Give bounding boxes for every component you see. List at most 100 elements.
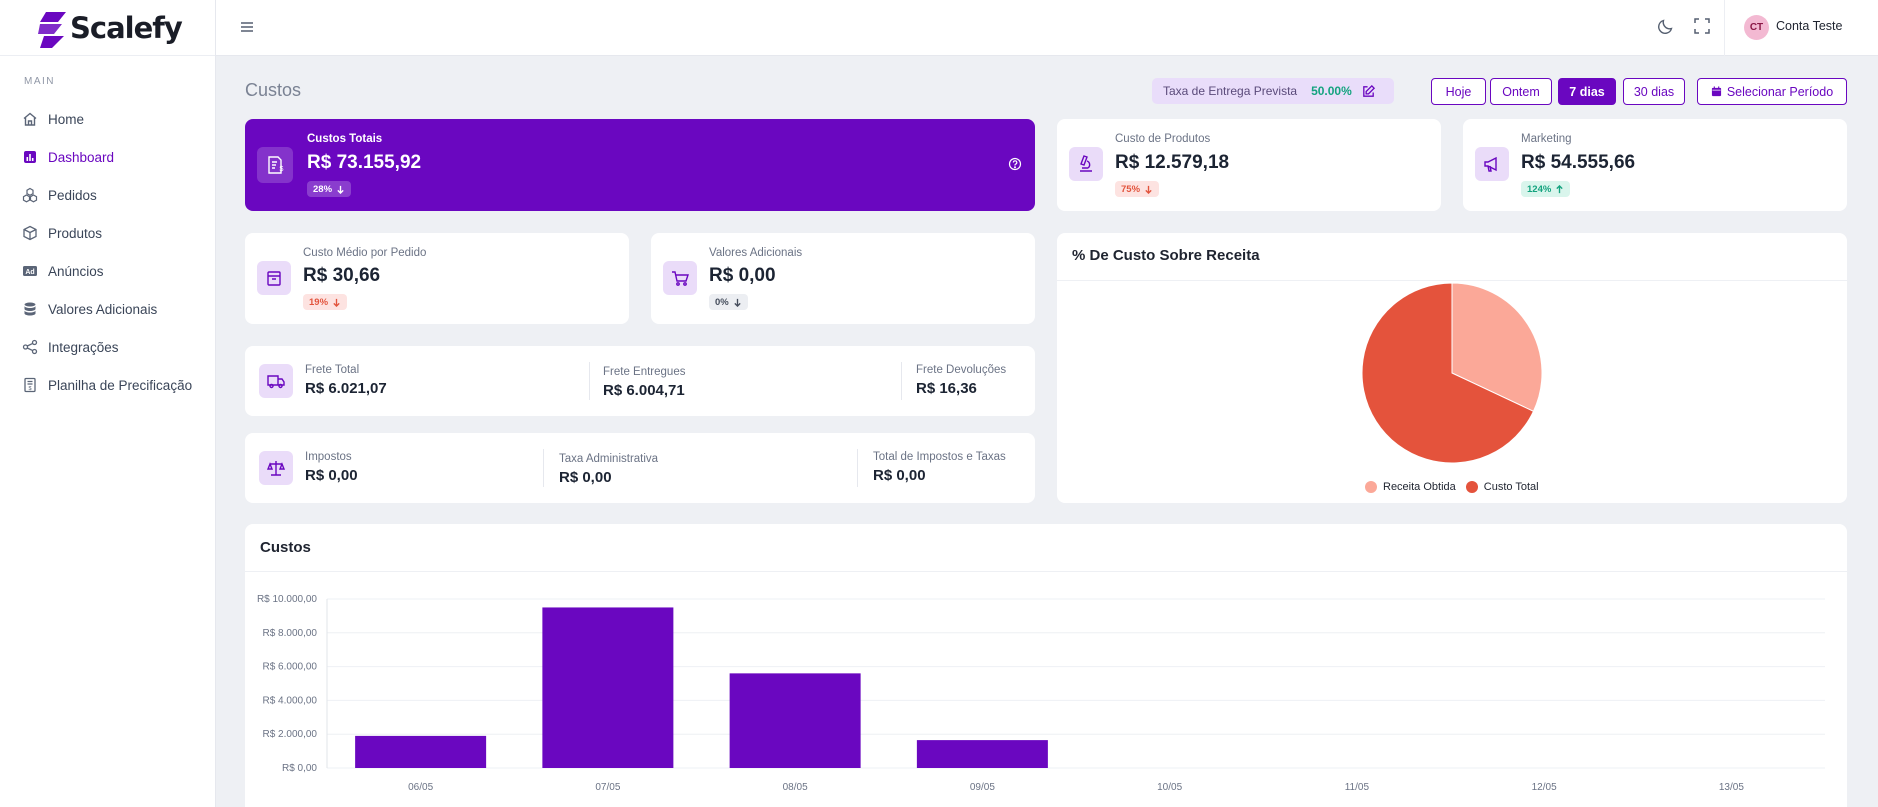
period-button-ontem[interactable]: Ontem xyxy=(1490,78,1552,105)
bar-chart: R$ 0,00 R$ 2.000,00 R$ 4.000,00 R$ 6.000,00… xyxy=(257,594,1825,793)
divider xyxy=(857,449,858,487)
ad-icon: Ad xyxy=(22,263,38,279)
period-button-label: Selecionar Período xyxy=(1726,84,1834,99)
sidebar-item-home[interactable]: Home xyxy=(0,100,215,138)
dark-mode-moon-icon[interactable] xyxy=(1656,16,1676,36)
edit-icon[interactable] xyxy=(1361,84,1376,99)
change-value: 124% xyxy=(1527,183,1552,195)
legend-dot-custo xyxy=(1465,481,1478,493)
pie-chart xyxy=(1361,282,1543,464)
card-label: Custo de Produtos xyxy=(1115,133,1211,145)
bar-07/05[interactable] xyxy=(542,607,674,768)
arrow-down-icon xyxy=(333,298,340,307)
sidebar-item-produtos[interactable]: Produtos xyxy=(0,214,215,252)
divider xyxy=(901,362,902,400)
card-value: R$ 73.155,92 xyxy=(307,152,422,173)
y-tick-label: R$ 2.000,00 xyxy=(263,729,318,740)
x-tick-label: 10/05 xyxy=(1157,782,1182,793)
card-value: R$ 54.555,66 xyxy=(1521,152,1636,173)
help-circle-icon[interactable] xyxy=(1008,157,1022,171)
card-valores-adicionais: Valores Adicionais R$ 0,00 0% xyxy=(651,233,1035,324)
nav-section-label: MAIN xyxy=(24,76,55,87)
card-value: R$ 12.579,18 xyxy=(1115,152,1230,173)
bar-06/05[interactable] xyxy=(355,735,487,768)
x-tick-label: 13/05 xyxy=(1719,782,1744,793)
impostos-value: R$ 0,00 xyxy=(305,467,358,484)
sidebar-item-valores-adicionais[interactable]: Valores Adicionais xyxy=(0,290,215,328)
y-tick-label: R$ 8.000,00 xyxy=(263,628,318,639)
taxa-administrativa-label: Taxa Administrativa xyxy=(559,453,659,465)
change-badge: 75% xyxy=(1115,181,1160,197)
card-custos-totais: $ Custos Totais R$ 73.155,92 28% xyxy=(245,119,1035,211)
invoice-icon: $ xyxy=(257,147,293,183)
logo[interactable]: Scalefy xyxy=(0,0,215,56)
change-value: 75% xyxy=(1121,183,1141,195)
sidebar-item-pedidos[interactable]: Pedidos xyxy=(0,176,215,214)
y-tick-label: R$ 0,00 xyxy=(282,763,317,774)
total-impostos-value: R$ 0,00 xyxy=(873,467,926,484)
sidebar-item-dashboard[interactable]: Dashboard xyxy=(0,138,215,176)
legend-label-custo: Custo Total xyxy=(1483,481,1539,493)
sidebar-item-planilha[interactable]: $ Planilha de Precificação xyxy=(0,366,215,404)
card-value: R$ 0,00 xyxy=(709,265,776,286)
microscope-icon xyxy=(1069,147,1103,181)
spreadsheet-icon: $ xyxy=(22,377,38,393)
frete-entregues-label: Frete Entregues xyxy=(603,366,686,378)
page-title: Custos xyxy=(245,80,302,100)
sidebar-item-anuncios[interactable]: Ad Anúncios xyxy=(0,252,215,290)
x-tick-label: 08/05 xyxy=(783,782,808,793)
x-tick-label: 12/05 xyxy=(1532,782,1557,793)
period-button-7-dias[interactable]: 7 dias xyxy=(1558,78,1616,105)
cart-icon xyxy=(663,261,697,295)
period-button-selecionar[interactable]: Selecionar Período xyxy=(1697,78,1847,105)
sidebar-item-label: Dashboard xyxy=(48,149,115,165)
divider xyxy=(245,571,1847,572)
pie-chart-title: % De Custo Sobre Receita xyxy=(1072,247,1260,264)
scalefy-logo-icon xyxy=(38,11,66,48)
period-button-hoje[interactable]: Hoje xyxy=(1431,78,1486,105)
x-tick-label: 07/05 xyxy=(595,782,620,793)
card-label: Marketing xyxy=(1521,133,1572,145)
card-marketing: Marketing R$ 54.555,66 124% xyxy=(1463,119,1847,211)
avatar[interactable]: CT xyxy=(1744,15,1769,40)
period-button-30-dias[interactable]: 30 dias xyxy=(1623,78,1685,105)
card-custo-medio: Custo Médio por Pedido R$ 30,66 19% xyxy=(245,233,629,324)
home-icon xyxy=(22,111,38,127)
sidebar-item-integracoes[interactable]: Integrações xyxy=(0,328,215,366)
change-value: 28% xyxy=(313,183,333,195)
user-name[interactable]: Conta Teste xyxy=(1776,19,1843,33)
bar-08/05[interactable] xyxy=(729,673,861,768)
pie-legend: Receita Obtida Custo Total xyxy=(1365,481,1539,493)
y-tick-label: R$ 6.000,00 xyxy=(263,662,318,673)
brand-name: Scalefy xyxy=(70,10,183,45)
sidebar-item-label: Anúncios xyxy=(48,263,104,279)
divider xyxy=(1057,280,1847,281)
sidebar-item-label: Integrações xyxy=(48,339,119,355)
svg-text:Ad: Ad xyxy=(25,269,34,276)
sidebar-item-label: Pedidos xyxy=(48,187,97,203)
bar-09/05[interactable] xyxy=(916,740,1048,768)
card-label: Custos Totais xyxy=(307,133,383,145)
delivery-rate-value: 50.00% xyxy=(1311,84,1352,98)
topbar: CT Conta Teste xyxy=(216,0,1878,56)
hamburger-menu-icon[interactable] xyxy=(238,18,256,36)
x-tick-label: 09/05 xyxy=(970,782,995,793)
x-tick-label: 06/05 xyxy=(408,782,433,793)
y-tick-label: R$ 10.000,00 xyxy=(257,594,317,605)
sidebar-item-label: Produtos xyxy=(48,225,103,241)
frete-devolucoes-value: R$ 16,36 xyxy=(916,380,977,397)
pie-slice-custo-total[interactable] xyxy=(1361,282,1535,464)
arrow-down-icon xyxy=(337,185,344,194)
sidebar-item-label: Home xyxy=(48,111,85,127)
change-badge: 28% xyxy=(307,181,352,197)
sidebar-item-label: Valores Adicionais xyxy=(48,301,158,317)
pie-slice-receita-obtida[interactable] xyxy=(1451,282,1543,412)
svg-text:$: $ xyxy=(280,166,284,173)
truck-icon xyxy=(259,364,293,398)
card-label: Custo Médio por Pedido xyxy=(303,247,427,259)
change-value: 19% xyxy=(309,296,329,308)
card-pie-chart: % De Custo Sobre Receita Receita Obtida … xyxy=(1057,233,1847,503)
arrow-down-icon xyxy=(1145,185,1152,194)
fullscreen-icon[interactable] xyxy=(1692,16,1712,36)
legend-dot-receita xyxy=(1365,481,1377,493)
